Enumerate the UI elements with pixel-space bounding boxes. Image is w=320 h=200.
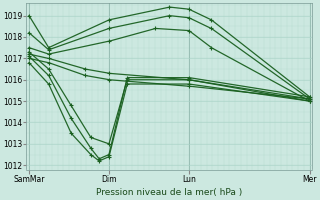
X-axis label: Pression niveau de la mer( hPa ): Pression niveau de la mer( hPa ) xyxy=(96,188,243,197)
